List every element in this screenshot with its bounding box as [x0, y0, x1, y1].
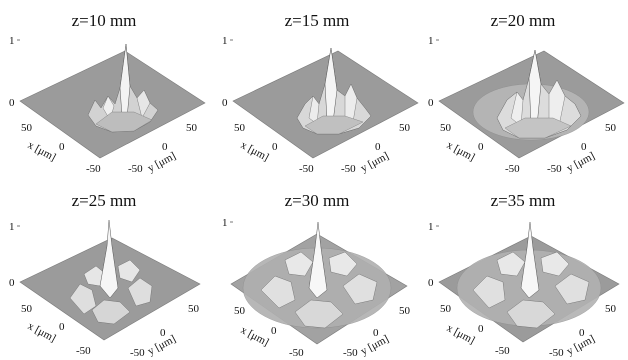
x-axis-label: x [μm]	[239, 324, 271, 349]
y-tick-neg50: -50	[549, 347, 564, 359]
z-tick-0: 0	[428, 277, 434, 289]
x-tick-0: 0	[478, 141, 484, 153]
y-tick-0: 0	[579, 327, 585, 339]
y-tick-50: 50	[188, 303, 200, 315]
x-tick-50: 50	[234, 122, 246, 134]
z-tick-1: 1	[428, 221, 434, 233]
x-axis-label: x [μm]	[26, 139, 58, 164]
z-tick-1: 1	[222, 217, 228, 229]
surface-peaks	[87, 43, 159, 133]
x-tick-0: 0	[59, 141, 65, 153]
panel-z25: z=25 mm 1 0 50 0 -50 x [μm] -50 0 50 y […	[9, 191, 201, 359]
y-tick-50: 50	[605, 122, 617, 134]
y-axis-label: y [μm]	[359, 150, 391, 175]
x-tick-50: 50	[21, 303, 33, 315]
x-tick-neg50: -50	[86, 163, 101, 175]
panel-title: z=20 mm	[491, 11, 556, 30]
y-tick-0: 0	[581, 141, 587, 153]
panel-title: z=25 mm	[72, 191, 137, 210]
y-axis-label: y [μm]	[565, 150, 597, 175]
x-tick-50: 50	[21, 122, 33, 134]
x-tick-50: 50	[440, 303, 452, 315]
panel-z15: z=15 mm 1 0 50 0 -50 x [μm] -50 0 50 y […	[222, 11, 419, 175]
y-tick-neg50: -50	[130, 347, 145, 359]
panel-z30: z=30 mm 1 50 0 -50 x [μm] -50 0 50 y [μm…	[222, 191, 411, 359]
surface-peaks	[296, 47, 372, 135]
y-axis-label: y [μm]	[146, 150, 178, 175]
x-tick-0: 0	[59, 321, 65, 333]
panel-title: z=10 mm	[72, 11, 137, 30]
y-tick-50: 50	[186, 122, 198, 134]
x-axis-label: x [μm]	[26, 320, 58, 345]
x-tick-0: 0	[478, 323, 484, 335]
x-tick-0: 0	[271, 325, 277, 337]
surface-peaks	[69, 219, 153, 325]
y-tick-neg50: -50	[128, 163, 143, 175]
z-tick-1: 1	[9, 35, 15, 47]
surface-peaks	[456, 221, 602, 329]
x-tick-50: 50	[234, 305, 246, 317]
x-axis-label: x [μm]	[445, 139, 477, 164]
x-tick-neg50: -50	[495, 345, 510, 357]
x-axis-label: x [μm]	[445, 322, 477, 347]
y-tick-0: 0	[162, 141, 168, 153]
x-axis-label: x [μm]	[239, 139, 271, 164]
y-tick-0: 0	[160, 327, 166, 339]
surface-peaks	[472, 49, 590, 141]
z-tick-1: 1	[222, 35, 228, 47]
panel-title: z=35 mm	[491, 191, 556, 210]
y-tick-neg50: -50	[547, 163, 562, 175]
panel-title: z=15 mm	[285, 11, 350, 30]
panel-z35: z=35 mm 1 0 50 0 -50 x [μm] -50 0 50 y […	[428, 191, 620, 359]
y-tick-neg50: -50	[341, 163, 356, 175]
x-tick-neg50: -50	[76, 345, 91, 357]
y-tick-0: 0	[375, 141, 381, 153]
x-tick-neg50: -50	[505, 163, 520, 175]
panel-z20: z=20 mm 1 0 50 0 -50 x [μm] -50 0 50 y […	[428, 11, 625, 175]
x-tick-neg50: -50	[289, 347, 304, 359]
z-tick-0: 0	[9, 97, 15, 109]
y-tick-neg50: -50	[343, 347, 358, 359]
z-tick-0: 0	[222, 97, 228, 109]
panel-z10: z=10 mm 1 0 50 0 -50 x [μm] -50 0 50 y […	[9, 11, 206, 175]
x-tick-neg50: -50	[299, 163, 314, 175]
z-tick-1: 1	[9, 221, 15, 233]
z-tick-0: 0	[428, 97, 434, 109]
x-tick-50: 50	[440, 122, 452, 134]
y-tick-50: 50	[399, 122, 411, 134]
y-tick-50: 50	[399, 305, 411, 317]
surface-peaks	[242, 221, 392, 329]
z-tick-1: 1	[428, 35, 434, 47]
panel-title: z=30 mm	[285, 191, 350, 210]
x-tick-0: 0	[272, 141, 278, 153]
z-tick-0: 0	[9, 277, 15, 289]
y-tick-0: 0	[373, 327, 379, 339]
y-tick-50: 50	[605, 303, 617, 315]
